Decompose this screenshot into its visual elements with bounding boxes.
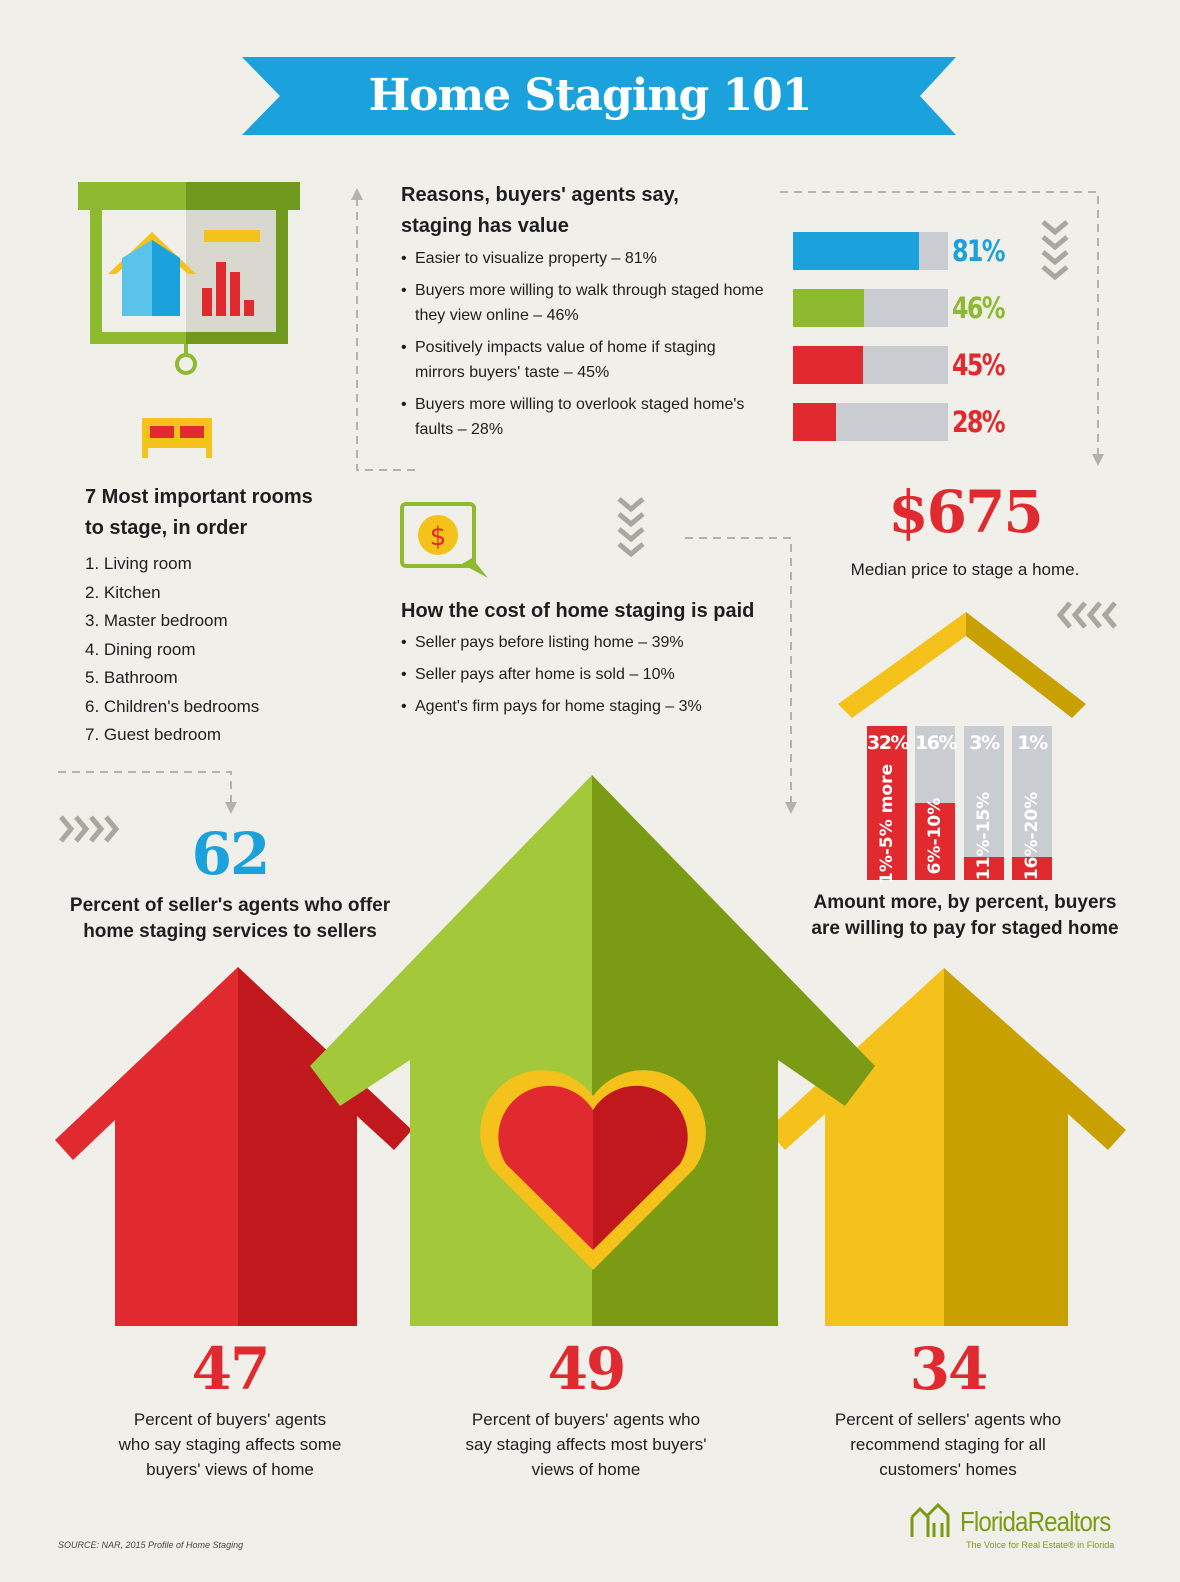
amount-column-label: 16%	[915, 732, 957, 754]
room-item: 2. Kitchen	[85, 582, 161, 602]
heart-icon	[480, 1070, 706, 1270]
amount-column	[867, 726, 907, 880]
room-item: 7. Guest bedroom	[85, 725, 222, 744]
reason-bar-fill	[793, 403, 837, 441]
reason-bar-fill	[793, 232, 919, 270]
stat-caption-line: customers' homes	[879, 1460, 1017, 1479]
reason-bar-fill	[793, 346, 863, 384]
stat-caption-line: Percent of buyers' agents who	[471, 1410, 701, 1429]
rooms-section: 7 Most important rooms to stage, in orde…	[85, 482, 365, 750]
offer-value: 62	[191, 820, 271, 888]
stat-caption-line: who say staging affects some	[118, 1435, 342, 1454]
logo-tagline: The Voice for Real Estate® in Florida	[966, 1540, 1115, 1550]
florida-realtors-logo-icon	[910, 1502, 950, 1537]
house-roof-icon	[838, 612, 1086, 718]
reason-bar-label: 28%	[952, 405, 1006, 439]
reason-item: Buyers more willing to overlook staged h…	[401, 392, 745, 442]
reason-bar-row	[793, 289, 948, 327]
amount-column-label: 32%	[867, 732, 909, 754]
amount-caption: Amount more, by percent, buyers are will…	[780, 890, 1150, 942]
rooms-heading-line1: 7 Most important rooms	[85, 486, 313, 508]
cost-item: Seller pays before listing home – 39%	[401, 630, 781, 655]
amount-column	[1012, 726, 1052, 880]
offer-caption-line2: home staging services to sellers	[83, 921, 377, 942]
amount-column	[915, 726, 955, 880]
reason-bar-label: 46%	[952, 291, 1006, 325]
stat-value: 34	[909, 1335, 989, 1403]
room-item: 4. Dining room	[85, 639, 196, 659]
room-item: 5. Bathroom	[85, 668, 178, 687]
reason-item: Easier to visualize property – 81%	[401, 246, 771, 271]
amount-column-fill	[867, 726, 907, 880]
reasons-heading-line2: staging has value	[401, 215, 569, 237]
stat-caption: Percent of buyers' agents who say stagin…	[80, 1407, 380, 1482]
chevron-down-icon	[617, 497, 645, 558]
reasons-section: Reasons, buyers' agents say, staging has…	[401, 180, 771, 449]
amount-caption-line2: are willing to pay for staged home	[811, 918, 1119, 939]
chevron-left-icon	[1056, 601, 1117, 629]
reason-bar-row	[793, 346, 948, 384]
reason-bars	[793, 232, 948, 460]
offer-caption: Percent of seller's agents who offer hom…	[40, 893, 420, 945]
cost-item: Seller pays after home is sold – 10%	[401, 662, 781, 687]
reason-item: Buyers more willing to walk through stag…	[401, 278, 765, 328]
amount-column-label: 1%	[1017, 732, 1048, 754]
bed-icon	[142, 418, 212, 458]
source-note: SOURCE: NAR, 2015 Profile of Home Stagin…	[58, 1540, 244, 1550]
amount-column-fill	[1012, 856, 1052, 880]
amount-caption-line1: Amount more, by percent, buyers	[813, 892, 1117, 913]
offer-caption-line1: Percent of seller's agents who offer	[69, 895, 391, 916]
title-ribbon	[242, 57, 956, 135]
room-item: 6. Children's bedrooms	[85, 696, 260, 716]
stat-caption: Percent of sellers' agents who recommend…	[798, 1407, 1098, 1482]
amount-column	[964, 726, 1004, 880]
presentation-board-icon	[78, 182, 300, 375]
room-item: 3. Master bedroom	[85, 611, 228, 630]
page-title: Home Staging 101	[368, 70, 813, 121]
stat-caption: Percent of buyers' agents who say stagin…	[436, 1407, 736, 1482]
median-price: $675	[888, 478, 1043, 546]
chevron-down-icon	[1041, 220, 1069, 281]
money-bubble-icon: $	[400, 502, 488, 578]
stat-caption-line: recommend staging for all	[850, 1435, 1046, 1454]
dashed-connectors	[58, 188, 1104, 814]
reason-bar-label: 81%	[952, 234, 1006, 268]
reason-bar-label: 45%	[952, 348, 1006, 382]
cost-heading: How the cost of home staging is paid	[401, 600, 755, 622]
reason-item: Positively impacts value of home if stag…	[401, 335, 765, 385]
amount-column-fill	[915, 803, 955, 880]
cost-item: Agent's firm pays for home staging – 3%	[401, 694, 781, 719]
svg-text:$: $	[430, 522, 447, 552]
stat-caption-line: Percent of buyers' agents	[133, 1410, 327, 1429]
reason-bar-fill	[793, 289, 865, 327]
rooms-heading-line2: to stage, in order	[85, 517, 248, 539]
yellow-house	[767, 968, 1126, 1326]
median-caption: Median price to stage a home.	[850, 560, 1080, 579]
amount-column-label: 3%	[969, 732, 1000, 754]
stat-value: 49	[547, 1335, 627, 1403]
reason-bar-row	[793, 403, 948, 441]
cost-section: How the cost of home staging is paid Sel…	[401, 596, 781, 726]
stat-caption-line: Percent of sellers' agents who	[834, 1410, 1062, 1429]
stat-value: 47	[191, 1335, 271, 1403]
stat-caption-line: buyers' views of home	[146, 1460, 314, 1479]
room-item: 1. Living room	[85, 554, 192, 573]
amount-column-fill	[964, 856, 1004, 880]
chevron-right-icon	[59, 815, 120, 843]
logo-name: FloridaRealtors	[960, 1506, 1111, 1537]
stat-caption-line: views of home	[531, 1460, 641, 1479]
red-house	[55, 967, 412, 1326]
reason-bar-row	[793, 232, 948, 270]
stat-caption-line: say staging affects most buyers'	[465, 1435, 707, 1454]
reasons-heading-line1: Reasons, buyers' agents say,	[401, 184, 679, 206]
